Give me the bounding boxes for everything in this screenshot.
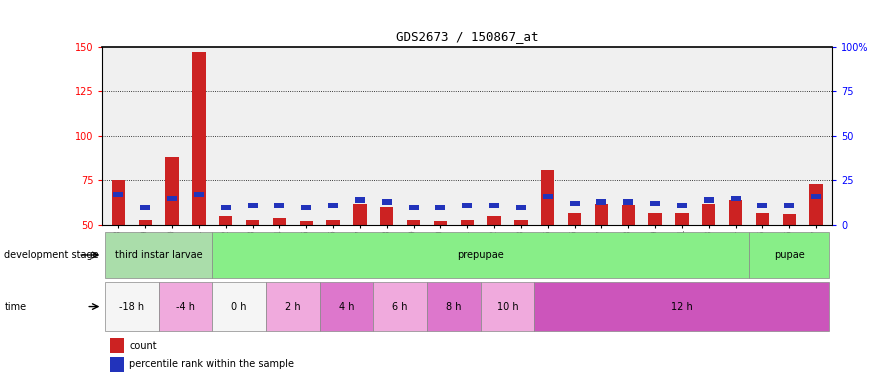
Bar [749, 232, 829, 278]
Bar [409, 204, 418, 210]
Bar [373, 282, 427, 331]
Bar [811, 194, 821, 199]
Bar [595, 204, 608, 225]
Bar [621, 206, 635, 225]
Bar [729, 200, 742, 225]
Bar [677, 203, 687, 208]
Bar [105, 282, 158, 331]
Bar [380, 207, 393, 225]
Text: 2 h: 2 h [285, 302, 301, 312]
Bar [110, 357, 124, 372]
Bar [407, 220, 420, 225]
Text: GDS2673 / 150867_at: GDS2673 / 150867_at [396, 30, 538, 43]
Bar [623, 199, 634, 204]
Bar [158, 282, 213, 331]
Bar [489, 203, 499, 208]
Bar [301, 204, 311, 210]
Bar [568, 213, 581, 225]
Text: development stage: development stage [4, 250, 99, 260]
Bar [192, 52, 206, 225]
Bar [113, 192, 124, 197]
Bar [274, 203, 285, 208]
Bar [481, 282, 534, 331]
Bar [541, 170, 554, 225]
Bar [570, 201, 579, 206]
Text: 8 h: 8 h [446, 302, 462, 312]
Bar [139, 220, 152, 225]
Bar [648, 213, 662, 225]
Text: count: count [129, 341, 157, 351]
Bar [782, 214, 796, 225]
Bar [382, 199, 392, 204]
Bar [433, 221, 447, 225]
Text: third instar larvae: third instar larvae [115, 250, 203, 260]
Bar [247, 203, 257, 208]
Text: percentile rank within the sample: percentile rank within the sample [129, 359, 295, 369]
Bar [435, 204, 446, 210]
Bar [272, 218, 287, 225]
Bar [221, 204, 231, 210]
Text: time: time [4, 302, 27, 312]
Text: 12 h: 12 h [671, 302, 692, 312]
Bar [784, 203, 794, 208]
Bar [756, 213, 769, 225]
Bar [246, 220, 259, 225]
Bar [516, 204, 526, 210]
Text: 6 h: 6 h [392, 302, 408, 312]
Bar [266, 282, 320, 331]
Bar [704, 197, 714, 203]
Bar [534, 282, 829, 331]
Bar [166, 158, 179, 225]
Bar [167, 196, 177, 201]
Text: pupae: pupae [773, 250, 805, 260]
Text: 10 h: 10 h [497, 302, 518, 312]
Bar [355, 197, 365, 203]
Bar [110, 338, 124, 353]
Bar [328, 203, 338, 208]
Bar [676, 213, 689, 225]
Bar [320, 282, 373, 331]
Bar [488, 216, 501, 225]
Bar [327, 220, 340, 225]
Text: -18 h: -18 h [119, 302, 144, 312]
Bar [219, 216, 232, 225]
Bar [112, 180, 125, 225]
Bar [460, 220, 474, 225]
Bar [650, 201, 660, 206]
Text: prepupae: prepupae [457, 250, 504, 260]
Bar [141, 204, 150, 210]
Bar [514, 220, 528, 225]
Bar [353, 204, 367, 225]
Bar [300, 221, 313, 225]
Bar [596, 199, 606, 204]
Bar [809, 184, 822, 225]
Bar [213, 232, 749, 278]
Bar [105, 232, 213, 278]
Bar [543, 194, 553, 199]
Text: 0 h: 0 h [231, 302, 247, 312]
Bar [194, 192, 204, 197]
Bar [462, 203, 473, 208]
Bar [427, 282, 481, 331]
Bar [702, 204, 716, 225]
Bar [731, 196, 740, 201]
Text: -4 h: -4 h [176, 302, 195, 312]
Bar [213, 282, 266, 331]
Bar [757, 203, 767, 208]
Text: 4 h: 4 h [339, 302, 354, 312]
